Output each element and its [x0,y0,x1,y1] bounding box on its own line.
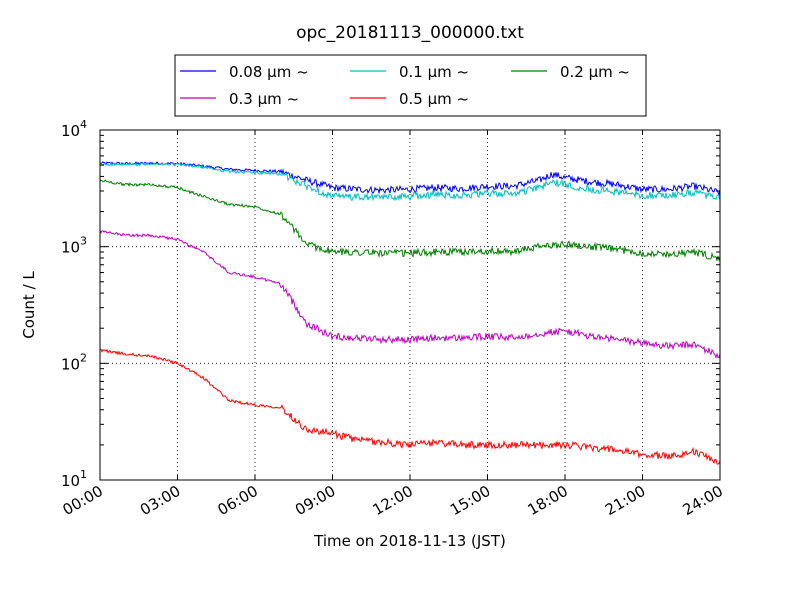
y-tick-label: 103 [61,235,87,257]
legend-label: 0.2 μm ~ [560,63,630,81]
y-tick-label: 101 [61,468,87,490]
grid-lines [100,130,720,480]
series-layer [99,161,721,465]
legend-label: 0.1 μm ~ [399,63,469,81]
series-line [99,161,721,197]
series-line [99,230,721,359]
y-axis-label: Count / L [20,271,38,339]
y-tick-label: 104 [61,118,87,140]
y-tick-label: 102 [61,351,87,373]
series-line [99,161,721,202]
chart-title: opc_20181113_000000.txt [296,23,524,43]
y-tick-labels: 101 102 103 104 [61,118,87,490]
legend-frame [174,54,647,117]
series-line [99,179,721,261]
legend-label: 0.08 μm ~ [229,63,309,81]
legend-label: 0.3 μm ~ [229,90,299,108]
legend-label: 0.5 μm ~ [399,90,469,108]
series-line [99,348,721,465]
legend: 0.08 μm ~ 0.1 μm ~ 0.2 μm ~ 0.3 μm ~ 0.5 μm … [174,54,647,117]
axis-ticks [99,129,721,481]
x-axis-label: Time on 2018-11-13 (JST) [313,532,506,550]
